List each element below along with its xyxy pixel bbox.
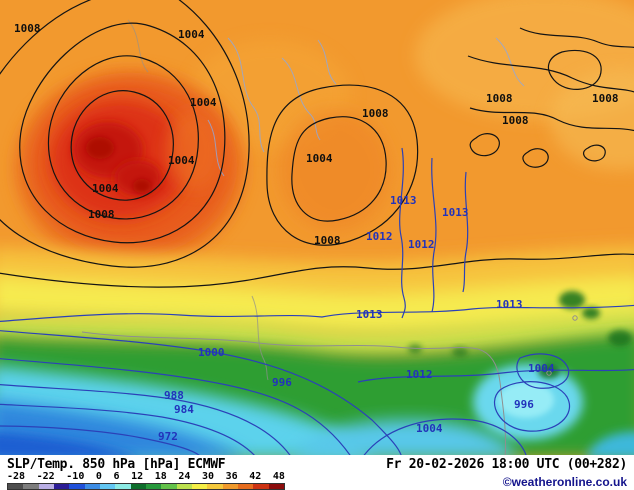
scale-tick: -22 bbox=[36, 471, 55, 482]
scale-tick: 30 bbox=[202, 471, 215, 482]
footer: SLP/Temp. 850 hPa [hPa] ECMWF Fr 20-02-2… bbox=[0, 455, 634, 490]
scale-segment bbox=[130, 484, 146, 489]
pressure-label: 1012 bbox=[366, 230, 393, 243]
scale-segment bbox=[99, 484, 116, 489]
pressure-label: 1008 bbox=[362, 107, 389, 120]
pressure-label: 1004 bbox=[168, 154, 195, 167]
pressure-label: 1008 bbox=[486, 92, 513, 105]
pressure-label: 1004 bbox=[92, 182, 119, 195]
scale-tick: 42 bbox=[249, 471, 262, 482]
scale-segment bbox=[222, 484, 238, 489]
pressure-label: 1013 bbox=[442, 206, 469, 219]
pressure-label: 1004 bbox=[416, 422, 443, 435]
pressure-label: 1012 bbox=[408, 238, 435, 251]
scale-tick: -10 bbox=[66, 471, 85, 482]
scale-segment bbox=[38, 484, 54, 489]
scale-segment bbox=[69, 484, 85, 489]
copyright-label: ©weatheronline.co.uk bbox=[502, 475, 627, 489]
scale-segment bbox=[145, 484, 162, 489]
pressure-label: 1008 bbox=[314, 234, 341, 247]
pressure-label: 1008 bbox=[502, 114, 529, 127]
weather-map: 1008 1004 1004 1004 1004 1008 1008 1004 1008 1008… bbox=[0, 0, 634, 455]
datetime-label: Fr 20-02-2026 18:00 UTC (00+282) bbox=[386, 457, 627, 472]
scale-segment bbox=[207, 484, 223, 489]
temperature-field bbox=[0, 0, 634, 455]
isobars-black bbox=[0, 0, 634, 288]
temperature-scale: -28 -22 -10 0 6 12 18 24 30 36 42 48 bbox=[7, 472, 285, 490]
pressure-label: 1008 bbox=[14, 22, 41, 35]
scale-tick: -28 bbox=[7, 471, 26, 482]
scale-segment bbox=[115, 484, 131, 489]
pressure-label: 996 bbox=[514, 398, 534, 411]
product-label: SLP/Temp. 850 hPa [hPa] ECMWF bbox=[7, 457, 226, 472]
scale-segment bbox=[23, 484, 39, 489]
scale-tick: 36 bbox=[225, 471, 238, 482]
scale-segment bbox=[8, 484, 24, 489]
scale-tick: 24 bbox=[178, 471, 191, 482]
coastlines bbox=[81, 19, 578, 455]
scale-color-bar bbox=[7, 483, 285, 490]
pressure-label: 984 bbox=[174, 403, 194, 416]
pressure-label: 996 bbox=[272, 376, 292, 389]
scale-tick: 12 bbox=[131, 471, 144, 482]
map-labels: 1008 1004 1004 1004 1004 1008 1008 1004 1008 1008… bbox=[14, 22, 619, 443]
pressure-label: 1013 bbox=[496, 298, 523, 311]
pressure-label: 1004 bbox=[178, 28, 205, 41]
scale-tick: 18 bbox=[154, 471, 167, 482]
pressure-label: 1000 bbox=[198, 346, 225, 359]
pressure-label: 1012 bbox=[406, 368, 433, 381]
scale-segment bbox=[253, 484, 269, 489]
pressure-label: 1004 bbox=[190, 96, 217, 109]
scale-segment bbox=[84, 484, 100, 489]
scale-segment bbox=[176, 484, 192, 489]
pressure-label: 1008 bbox=[88, 208, 115, 221]
pressure-label: 1013 bbox=[356, 308, 383, 321]
pressure-label: 988 bbox=[164, 389, 184, 402]
isobars-blue bbox=[0, 147, 634, 455]
pressure-label: 1013 bbox=[390, 194, 417, 207]
map-area: 1008 1004 1004 1004 1004 1008 1008 1004 1008 1008… bbox=[0, 0, 634, 455]
scale-segment bbox=[53, 484, 70, 489]
scale-tick: 0 bbox=[95, 471, 102, 482]
pressure-label: 1008 bbox=[592, 92, 619, 105]
scale-segment bbox=[237, 484, 254, 489]
scale-tick: 48 bbox=[272, 471, 285, 482]
scale-tick-row: -28 -22 -10 0 6 12 18 24 30 36 42 48 bbox=[7, 472, 285, 482]
pressure-label: 972 bbox=[158, 430, 178, 443]
scale-segment bbox=[161, 484, 177, 489]
scale-segment bbox=[191, 484, 208, 489]
pressure-label: 1004 bbox=[306, 152, 333, 165]
scale-segment bbox=[268, 484, 284, 489]
pressure-label: 1004 bbox=[528, 362, 555, 375]
scale-tick: 6 bbox=[113, 471, 120, 482]
